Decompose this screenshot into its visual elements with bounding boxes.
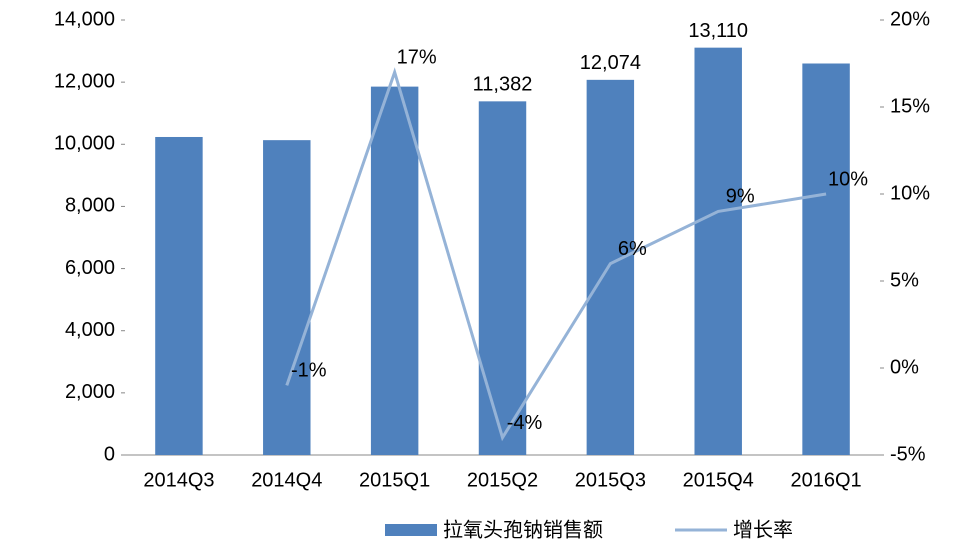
y2-tick-label: 0% (890, 356, 919, 378)
y-tick-label: 14,000 (54, 8, 115, 30)
x-tick-label: 2015Q3 (575, 469, 646, 491)
legend-swatch (385, 524, 437, 536)
growth-line (285, 67, 827, 442)
x-tick-label: 2015Q4 (683, 469, 754, 491)
line-value-label: 17% (397, 46, 437, 68)
legend-label: 拉氧头孢钠销售额 (443, 518, 603, 541)
x-tick-label: 2014Q3 (143, 469, 214, 491)
bar-value-label: 11,382 (473, 74, 533, 96)
y-tick-label: 2,000 (65, 381, 115, 403)
bar (370, 86, 419, 456)
line-value-label: 9% (726, 186, 755, 208)
bar (478, 101, 527, 455)
y-tick-label: 6,000 (65, 257, 115, 279)
y-tick-label: 10,000 (54, 133, 115, 155)
line-value-label: 10% (828, 168, 868, 190)
y2-tick-label: 5% (890, 269, 919, 291)
bar (263, 140, 311, 456)
bar-value-label: 12,074 (580, 52, 641, 74)
x-tick-label: 2014Q4 (251, 469, 322, 491)
line-value-label: 6% (618, 238, 647, 260)
x-tick-label: 2015Q2 (467, 469, 538, 491)
y-tick-label: 4,000 (65, 319, 115, 341)
bar (586, 79, 635, 456)
y2-tick-label: 10% (890, 182, 930, 204)
x-tick-label: 2015Q1 (359, 469, 430, 491)
bar (802, 63, 850, 455)
bar (694, 47, 742, 456)
legend-label: 增长率 (733, 518, 793, 541)
x-tick-label: 2016Q1 (790, 469, 861, 491)
y2-tick-label: 15% (890, 95, 930, 117)
y-tick-label: 8,000 (65, 195, 115, 217)
bar (155, 136, 203, 455)
line-value-label: -4% (507, 412, 543, 434)
bar-value-label: 13,110 (688, 20, 748, 42)
y-tick-label: 12,000 (54, 70, 115, 92)
line-value-label: -1% (291, 360, 327, 382)
y2-tick-label: -5% (890, 443, 926, 465)
y2-tick-label: 20% (890, 8, 930, 30)
y-tick-label: 0 (104, 443, 115, 465)
